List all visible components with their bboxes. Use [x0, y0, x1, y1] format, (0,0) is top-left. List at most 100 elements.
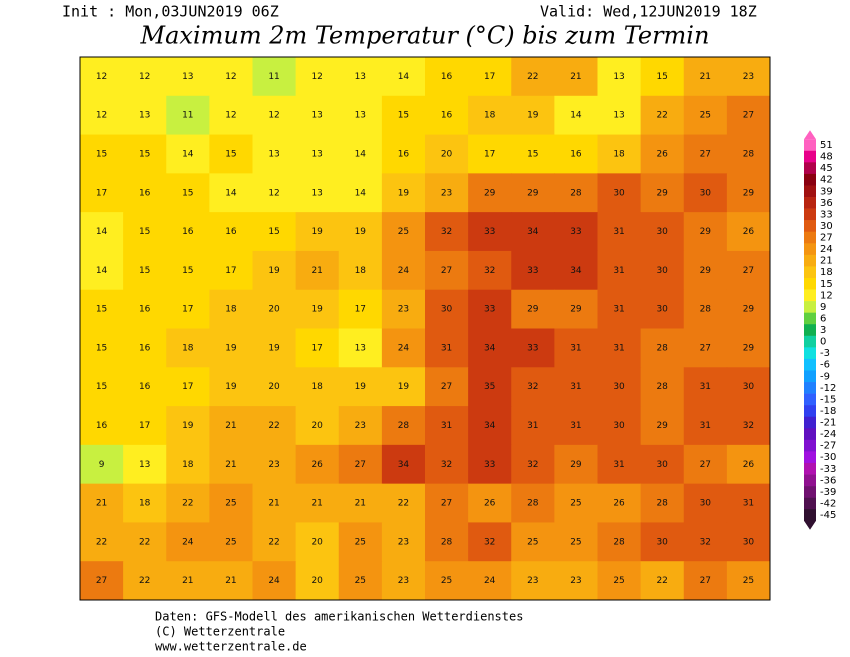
- temperature-cell: [123, 250, 167, 291]
- temperature-cell: [683, 134, 728, 174]
- temperature-label: 30: [656, 266, 668, 276]
- temperature-label: 19: [355, 227, 367, 237]
- temperature-cell: [252, 522, 297, 562]
- valid-time: Valid: Wed,12JUN2019 18Z: [540, 3, 757, 21]
- temperature-label: 25: [613, 576, 624, 586]
- colorbar-label: 3: [820, 325, 826, 336]
- temperature-cell: [726, 483, 770, 523]
- temperature-label: 22: [268, 537, 279, 547]
- temperature-cell: [166, 289, 210, 329]
- temperature-cell: [123, 522, 167, 562]
- temperature-cell: [425, 173, 469, 213]
- temperature-label: 15: [96, 382, 107, 392]
- temperature-cell: [468, 134, 512, 174]
- temperature-label: 14: [570, 111, 582, 121]
- temperature-label: 16: [441, 72, 453, 82]
- temperature-cell: [683, 444, 728, 485]
- temperature-label: 26: [484, 499, 496, 509]
- temperature-cell: [381, 173, 426, 213]
- colorbar-label: 0: [820, 337, 826, 348]
- temperature-label: 16: [398, 149, 410, 159]
- temperature-cell: [166, 328, 210, 368]
- temperature-label: 25: [225, 499, 236, 509]
- temperature-cell: [338, 561, 383, 600]
- temperature-cell: [80, 250, 124, 291]
- temperature-cell: [726, 367, 770, 407]
- temperature-cell: [295, 289, 340, 329]
- temperature-cell: [597, 173, 642, 213]
- temperature-cell: [209, 406, 253, 446]
- temperature-cell: [295, 367, 340, 407]
- temperature-cell: [511, 406, 555, 446]
- temperature-label: 29: [656, 421, 668, 431]
- temperature-cell: [338, 289, 383, 329]
- colorbar-segment: [804, 416, 816, 429]
- temperature-cell: [338, 367, 383, 407]
- colorbar-label: -12: [820, 383, 836, 394]
- temperature-cell: [425, 289, 469, 329]
- temperature-label: 19: [268, 266, 280, 276]
- temperature-cell: [726, 57, 770, 97]
- temperature-cell: [252, 95, 297, 136]
- temperature-label: 21: [225, 576, 236, 586]
- temperature-cell: [381, 250, 426, 291]
- temperature-label: 18: [182, 343, 194, 353]
- map-frame: [79, 56, 771, 601]
- colorbar-label: -9: [820, 371, 830, 382]
- temperature-cell: [554, 57, 598, 97]
- temperature-cell: [726, 406, 770, 446]
- temperature-label: 23: [398, 576, 409, 586]
- temperature-cell: [381, 57, 426, 97]
- colorbar-segment: [804, 312, 816, 325]
- temperature-label: 22: [139, 576, 150, 586]
- temperature-cell: [554, 483, 598, 523]
- temperature-label: 15: [268, 227, 279, 237]
- temperature-cell: [468, 367, 512, 407]
- temperature-cell: [683, 406, 728, 446]
- temperature-label: 29: [700, 266, 712, 276]
- temperature-label: 32: [527, 460, 538, 470]
- temperature-cell: [209, 212, 253, 252]
- temperature-cell: [554, 134, 598, 174]
- temperature-label: 13: [139, 460, 150, 470]
- temperature-cell: [468, 95, 512, 136]
- temperature-cell: [597, 367, 642, 407]
- colorbar-segment: [804, 370, 816, 383]
- temperature-cell: [683, 367, 728, 407]
- temperature-label: 25: [398, 227, 409, 237]
- temperature-label: 24: [268, 576, 280, 586]
- temperature-cell: [640, 289, 685, 329]
- temperature-cell: [511, 250, 555, 291]
- temperature-label: 14: [182, 149, 194, 159]
- temperature-cell: [597, 134, 642, 174]
- temperature-label: 33: [484, 460, 495, 470]
- colorbar-segment: [804, 220, 816, 233]
- temperature-cell: [726, 95, 770, 136]
- temperature-label: 14: [355, 149, 367, 159]
- temperature-cell: [640, 561, 685, 600]
- temperature-cell: [726, 212, 770, 252]
- footer-line: www.wetterzentrale.de: [155, 640, 307, 654]
- temperature-cell: [252, 367, 297, 407]
- colorbar-segment: [804, 347, 816, 360]
- temperature-label: 24: [484, 576, 496, 586]
- temperature-cell: [123, 212, 167, 252]
- temperature-label: 19: [398, 382, 410, 392]
- temperature-label: 19: [355, 382, 367, 392]
- temperature-cell: [166, 561, 210, 600]
- colorbar-end: [804, 520, 816, 530]
- temperature-label: 31: [743, 499, 754, 509]
- temperature-cell: [683, 173, 728, 213]
- colorbar-label: 15: [820, 279, 833, 290]
- temperature-cell: [683, 289, 728, 329]
- colorbar-label: -6: [820, 360, 830, 371]
- colorbar-segment: [804, 243, 816, 256]
- colorbar-label: 42: [820, 175, 833, 186]
- temperature-label: 17: [311, 343, 322, 353]
- temperature-label: 29: [527, 305, 539, 315]
- temperature-cell: [640, 173, 685, 213]
- temperature-label: 14: [225, 188, 237, 198]
- colorbar-segment: [804, 231, 816, 244]
- temperature-cell: [640, 483, 685, 523]
- temperature-cell: [425, 367, 469, 407]
